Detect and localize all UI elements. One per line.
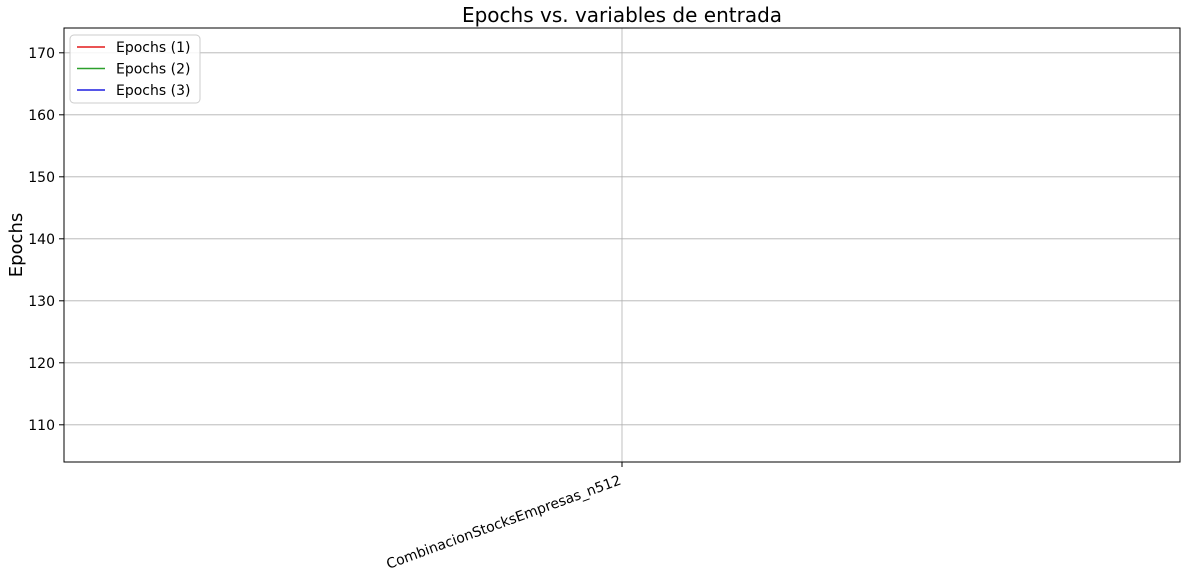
y-tick-label: 120 [28,356,55,372]
grid-layer [64,28,1180,462]
legend: Epochs (1) Epochs (2) Epochs (3) [69,34,201,104]
y-tick-label: 110 [28,418,55,434]
legend-frame [69,34,201,104]
x-tick-label: CombinacionStocksEmpresas_n512 [384,473,623,573]
y-tick-label: 130 [28,294,55,310]
x-axis: CombinacionStocksEmpresas_n512 [384,462,623,573]
y-axis-label: Epochs [6,213,27,278]
legend-label: Epochs (2) [116,62,190,78]
y-tick-label: 170 [28,46,55,62]
y-axis: 110 120 130 140 150 160 170 [28,46,64,434]
y-tick-label: 160 [28,108,55,124]
legend-label: Epochs (1) [116,40,190,56]
y-tick-label: 140 [28,232,55,248]
legend-label: Epochs (3) [116,83,190,99]
y-tick-label: 150 [28,170,55,186]
chart-title: Epochs vs. variables de entrada [462,3,782,27]
